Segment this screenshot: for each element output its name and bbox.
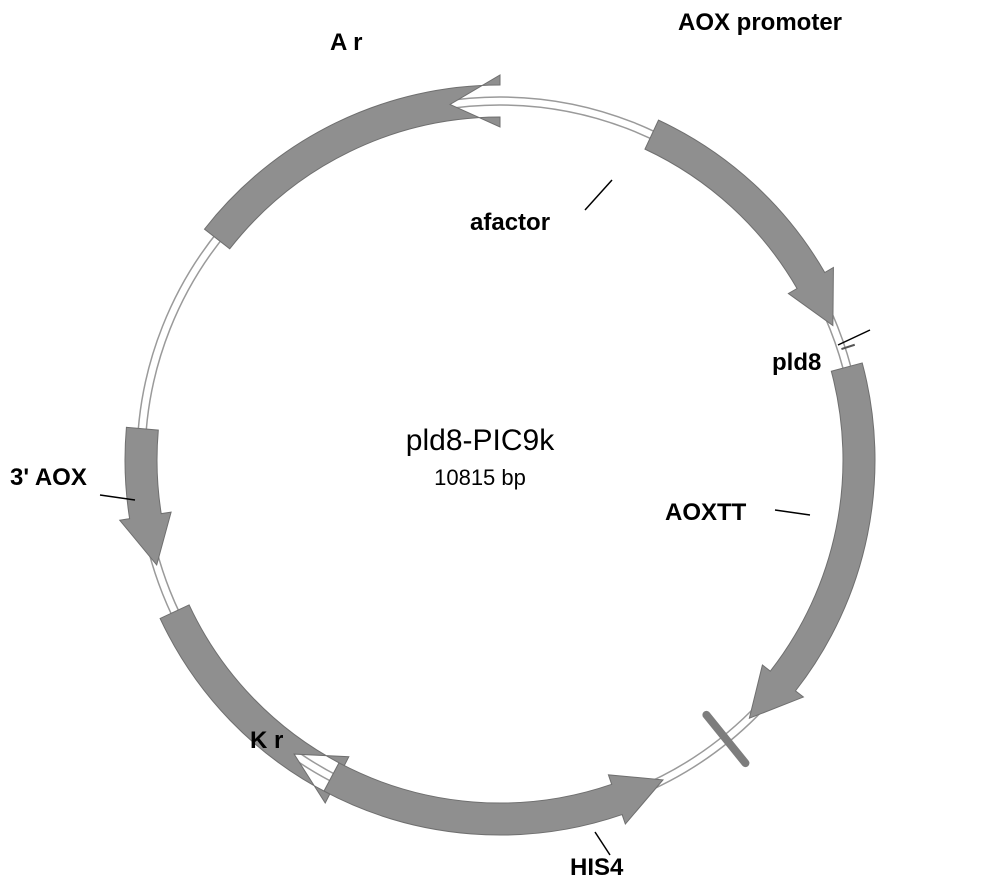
plasmid-name: pld8-PIC9k xyxy=(406,424,555,457)
label-kr: K r xyxy=(250,727,283,754)
feature-arrow-kr xyxy=(160,605,349,803)
feature-arrow-pld8 xyxy=(749,363,875,718)
label-three_aox: 3' AOX xyxy=(10,464,87,491)
afactor-mark xyxy=(841,345,854,349)
feature-arrow-his4 xyxy=(324,763,663,835)
label-pld8: pld8 xyxy=(772,349,821,376)
label-his4: HIS4 xyxy=(570,854,624,881)
label-afactor: afactor xyxy=(470,209,550,236)
label-ar: A r xyxy=(330,29,362,56)
label-aoxtt: AOXTT xyxy=(665,499,747,526)
plasmid-map: AOX promoter pld8 HIS4 K r 3' AOX A r afactor A… xyxy=(0,0,1000,895)
feature-arrow-ar xyxy=(204,75,500,249)
tick-aoxtt xyxy=(775,510,810,515)
plasmid-size: 10815 bp xyxy=(434,465,526,490)
tick-afactor xyxy=(585,180,612,210)
feature-arrow-aox_promoter xyxy=(645,120,833,325)
feature-arrow-three_aox xyxy=(120,427,171,565)
tick-his4 xyxy=(595,832,610,855)
label-aox_promoter: AOX promoter xyxy=(678,9,842,36)
tick-pld8 xyxy=(838,330,870,345)
